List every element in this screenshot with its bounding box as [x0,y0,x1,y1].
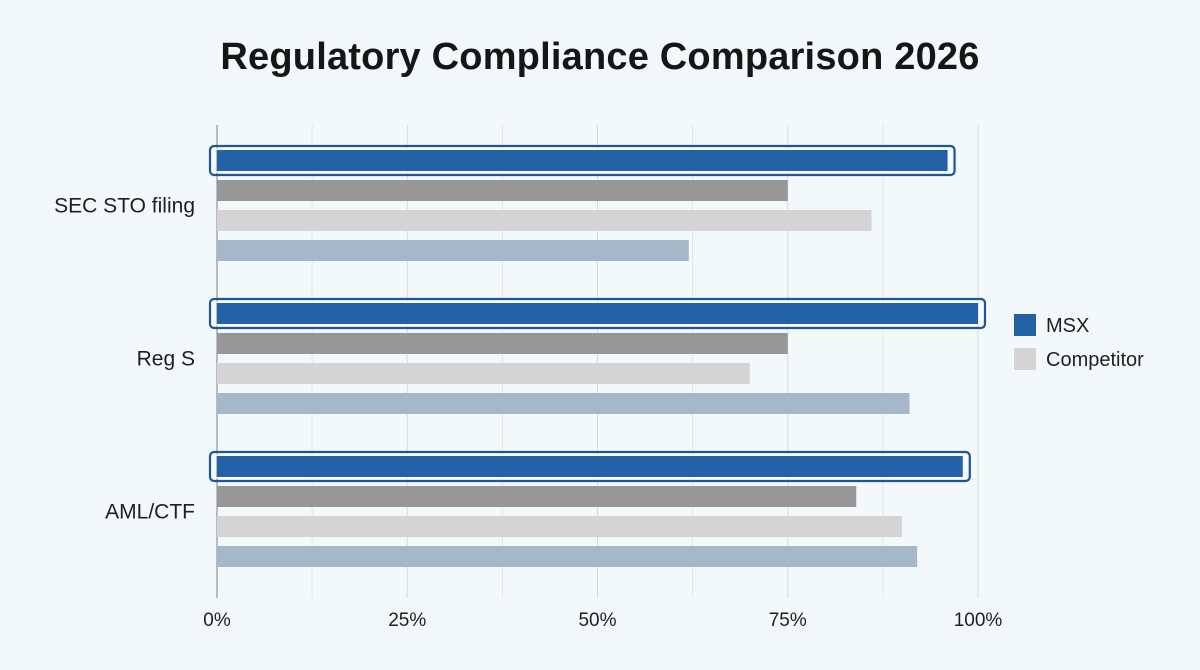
x-tick-label: 75% [769,610,807,631]
legend-label: MSX [1046,315,1089,337]
legend-swatch [1014,314,1036,336]
bar [217,546,918,567]
x-tick-label: 50% [578,610,616,631]
x-tick-label: 0% [203,610,231,631]
category-label: Reg S [137,348,195,371]
bar [217,393,910,414]
bar [217,150,948,171]
legend-swatch [1014,348,1036,370]
x-tick-label: 25% [388,610,426,631]
highlight-inner-stroke [213,148,952,173]
category-label: AML/CTF [105,501,195,524]
highlight-inner-stroke [213,454,967,479]
bar [217,240,689,261]
category-label: SEC STO filing [54,195,195,218]
highlight-outline [208,450,971,483]
highlight-outline [208,297,987,330]
x-tick-label: 100% [954,610,1003,631]
highlight-inner-stroke [213,301,982,326]
bar [217,456,963,477]
chart-title: Regulatory Compliance Comparison 2026 [220,36,980,78]
legend-label: Competitor [1046,349,1144,371]
bar [217,180,788,201]
bar [217,363,750,384]
bar [217,486,857,507]
highlight-outline [208,144,956,177]
bar [217,516,902,537]
bar [217,303,978,324]
bar [217,333,788,354]
bar [217,210,872,231]
